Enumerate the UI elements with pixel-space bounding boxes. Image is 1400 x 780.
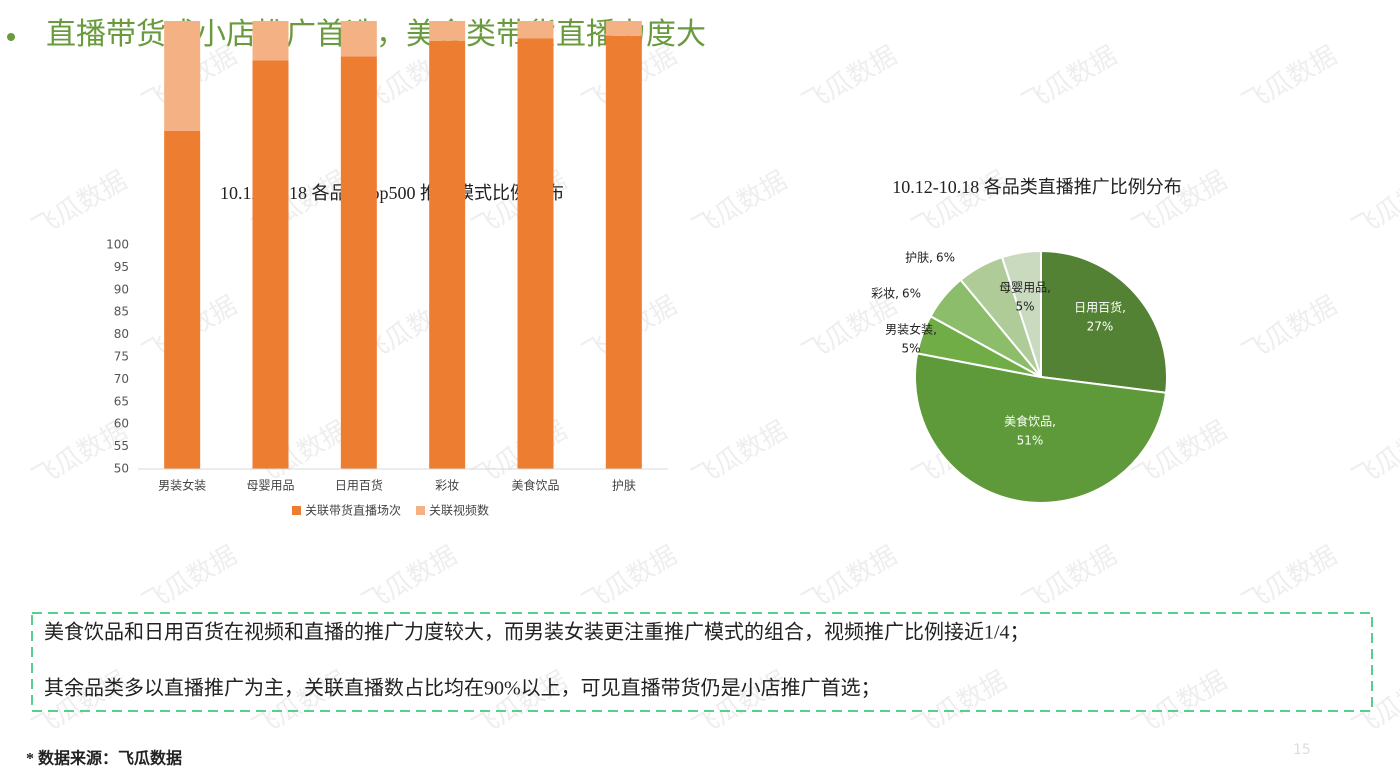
legend-swatch	[292, 506, 301, 515]
slice-value-label: 6%	[902, 287, 921, 301]
bar-segment	[605, 35, 642, 470]
watermark: 飞瓜数据	[137, 541, 242, 619]
bar-segment	[517, 21, 554, 39]
bullet	[7, 33, 15, 41]
slice-value-label: 51%	[1017, 434, 1044, 448]
watermark: 飞瓜数据	[797, 541, 902, 619]
bar-segment	[252, 60, 289, 469]
y-tick-label: 65	[114, 394, 129, 408]
watermark: 飞瓜数据	[687, 166, 792, 244]
watermark: 飞瓜数据	[1347, 416, 1400, 494]
watermark: 飞瓜数据	[907, 666, 1012, 744]
bar-segment	[517, 38, 554, 470]
pie-slice	[914, 352, 1168, 504]
watermark: 飞瓜数据	[1347, 166, 1400, 244]
y-tick-label: 75	[114, 350, 129, 364]
bar-segment	[164, 21, 201, 131]
slice-label: 美食饮品,	[1004, 414, 1056, 429]
watermark: 飞瓜数据	[1017, 541, 1122, 619]
slice-value-label: 6%	[936, 251, 955, 265]
pie-slice	[1000, 249, 1042, 378]
bar-segment	[340, 21, 377, 57]
y-tick-label: 90	[114, 282, 129, 296]
legend-label: 关联视频数	[429, 503, 489, 518]
watermark: 飞瓜数据	[577, 541, 682, 619]
watermark: 飞瓜数据	[1237, 291, 1342, 369]
y-tick-label: 70	[114, 372, 129, 386]
slice-value-label: 5%	[901, 342, 920, 356]
slice-label: 彩妆,	[871, 287, 899, 301]
watermark: 飞瓜数据	[1127, 666, 1232, 744]
slice-label: 母婴用品,	[999, 281, 1051, 295]
bar-segment	[164, 130, 201, 469]
y-tick-label: 80	[114, 327, 129, 341]
x-tick-label: 美食饮品	[511, 478, 559, 493]
watermark: 飞瓜数据	[1237, 541, 1342, 619]
y-tick-label: 85	[114, 305, 129, 319]
y-tick-label: 55	[114, 439, 129, 453]
bar-segment	[429, 21, 466, 41]
watermark: 飞瓜数据	[687, 416, 792, 494]
slice-label: 日用百货,	[1074, 300, 1126, 315]
watermark: 飞瓜数据	[1237, 41, 1342, 119]
pie-slice	[1040, 249, 1168, 394]
watermark: 飞瓜数据	[357, 541, 462, 619]
slice-value-label: 27%	[1087, 320, 1114, 334]
slice-label: 护肤,	[905, 250, 933, 265]
note: 其余品类多以直播推广为主，关联直播数占比均在90%以上，可见直播带货仍是小店推广…	[44, 677, 881, 700]
watermark: 飞瓜数据	[27, 166, 132, 244]
bar-segment	[340, 56, 377, 469]
watermark: 飞瓜数据	[1347, 666, 1400, 744]
watermark: 飞瓜数据	[797, 41, 902, 119]
bar-segment	[605, 21, 642, 36]
x-tick-label: 护肤	[612, 478, 636, 493]
legend-label: 关联带货直播场次	[305, 503, 401, 518]
x-tick-label: 母婴用品	[246, 479, 294, 493]
chart-title: 10.12-10.18 各品类top500 推广模式比例分布	[220, 183, 564, 203]
bar-segment	[429, 40, 466, 469]
y-tick-label: 100	[106, 238, 129, 252]
chart-title: 10.12-10.18 各品类直播推广比例分布	[892, 177, 1182, 197]
page-number: 15	[1293, 742, 1311, 758]
x-tick-label: 男装女装	[158, 478, 206, 493]
watermark: 飞瓜数据	[1017, 41, 1122, 119]
y-tick-label: 50	[114, 462, 129, 476]
source: * 数据来源：飞瓜数据	[26, 749, 182, 768]
y-tick-label: 60	[114, 417, 129, 431]
slice-value-label: 5%	[1015, 300, 1034, 314]
bar-segment	[252, 21, 289, 61]
note: 美食饮品和日用百货在视频和直播的推广力度较大，而男装女装更注重推广模式的组合，视…	[44, 621, 1030, 644]
legend-swatch	[416, 506, 425, 515]
slice-label: 男装女装,	[885, 322, 937, 337]
x-tick-label: 日用百货	[335, 478, 383, 493]
x-tick-label: 彩妆	[435, 479, 459, 493]
y-tick-label: 95	[114, 260, 129, 274]
